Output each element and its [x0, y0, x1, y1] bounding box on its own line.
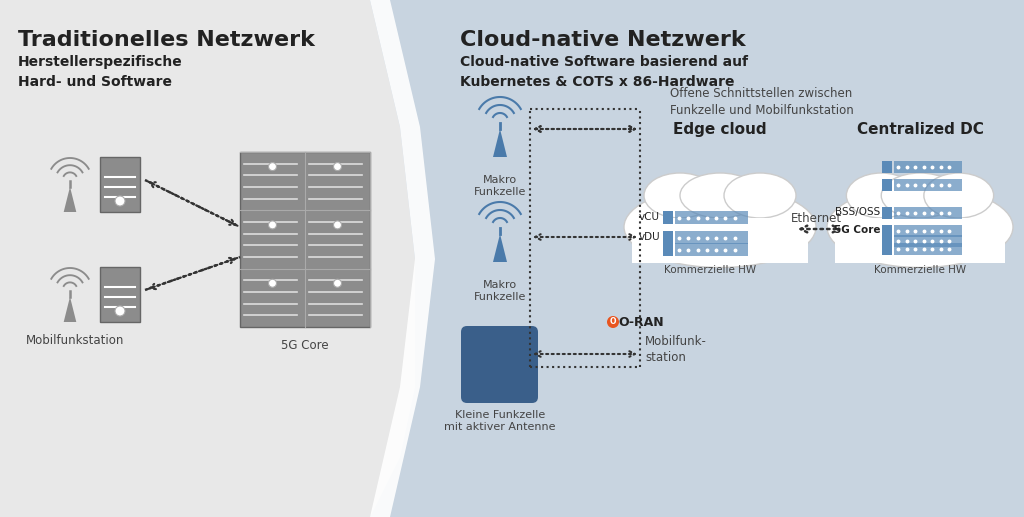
Text: Edge cloud: Edge cloud [673, 122, 767, 137]
FancyBboxPatch shape [882, 179, 892, 191]
FancyBboxPatch shape [675, 231, 748, 244]
Text: Mobilfunkstation: Mobilfunkstation [26, 334, 124, 347]
FancyBboxPatch shape [100, 267, 140, 322]
FancyBboxPatch shape [882, 161, 892, 173]
FancyBboxPatch shape [240, 152, 370, 327]
Text: O-RAN: O-RAN [618, 315, 664, 328]
FancyBboxPatch shape [894, 207, 962, 219]
Circle shape [115, 306, 125, 316]
Text: Kleine Funkzelle
mit aktiver Antenne: Kleine Funkzelle mit aktiver Antenne [444, 410, 556, 432]
Ellipse shape [827, 187, 1013, 267]
Ellipse shape [724, 173, 796, 218]
FancyBboxPatch shape [894, 235, 962, 247]
Text: 5G Core: 5G Core [282, 339, 329, 352]
Text: Herstellerspezifische
Hard- und Software: Herstellerspezifische Hard- und Software [18, 55, 182, 88]
Text: Centralized DC: Centralized DC [856, 122, 983, 137]
Text: vCU: vCU [639, 212, 660, 222]
Text: Kommerzielle HW: Kommerzielle HW [873, 265, 966, 275]
Text: O: O [609, 317, 616, 327]
Circle shape [115, 196, 125, 206]
Text: vDU: vDU [638, 232, 660, 242]
Ellipse shape [644, 173, 716, 218]
Text: 5G Core: 5G Core [834, 225, 880, 235]
FancyBboxPatch shape [675, 243, 748, 256]
Text: Traditionelles Netzwerk: Traditionelles Netzwerk [18, 30, 314, 50]
Circle shape [607, 316, 618, 328]
Circle shape [268, 162, 276, 171]
Text: BSS/OSS: BSS/OSS [835, 207, 880, 217]
FancyBboxPatch shape [663, 243, 673, 256]
Text: Makro
Funkzelle: Makro Funkzelle [474, 280, 526, 302]
Ellipse shape [680, 173, 760, 218]
FancyBboxPatch shape [882, 243, 892, 255]
FancyBboxPatch shape [894, 243, 962, 255]
Text: Kommerzielle HW: Kommerzielle HW [664, 265, 756, 275]
FancyBboxPatch shape [882, 225, 892, 237]
Circle shape [268, 279, 276, 287]
Text: Cloud-native Netzwerk: Cloud-native Netzwerk [460, 30, 745, 50]
Text: Cloud-native Software basierend auf
Kubernetes & COTS x 86-Hardware: Cloud-native Software basierend auf Kube… [460, 55, 748, 88]
Text: Makro
Funkzelle: Makro Funkzelle [474, 175, 526, 197]
Polygon shape [63, 297, 77, 322]
FancyBboxPatch shape [882, 207, 892, 219]
Circle shape [334, 221, 341, 229]
FancyBboxPatch shape [0, 0, 430, 517]
Text: Ethernet: Ethernet [791, 212, 842, 225]
FancyBboxPatch shape [632, 218, 808, 263]
Polygon shape [493, 234, 507, 262]
FancyBboxPatch shape [894, 161, 962, 173]
FancyBboxPatch shape [461, 326, 538, 403]
Circle shape [268, 221, 276, 229]
FancyBboxPatch shape [663, 231, 673, 244]
Polygon shape [493, 129, 507, 157]
Polygon shape [63, 187, 77, 212]
FancyBboxPatch shape [675, 211, 748, 224]
FancyBboxPatch shape [882, 235, 892, 247]
Polygon shape [370, 0, 435, 517]
FancyBboxPatch shape [894, 225, 962, 237]
Ellipse shape [624, 187, 816, 267]
Circle shape [334, 279, 341, 287]
FancyBboxPatch shape [100, 157, 140, 212]
Polygon shape [370, 0, 1024, 517]
Circle shape [334, 162, 341, 171]
Ellipse shape [847, 173, 916, 218]
FancyBboxPatch shape [835, 218, 1006, 263]
FancyBboxPatch shape [663, 211, 673, 224]
Text: Offene Schnittstellen zwischen
Funkzelle und Mobilfunkstation: Offene Schnittstellen zwischen Funkzelle… [670, 87, 854, 117]
Ellipse shape [924, 173, 993, 218]
Ellipse shape [882, 173, 958, 218]
Text: Mobilfunk-
station: Mobilfunk- station [645, 335, 707, 364]
FancyBboxPatch shape [894, 179, 962, 191]
